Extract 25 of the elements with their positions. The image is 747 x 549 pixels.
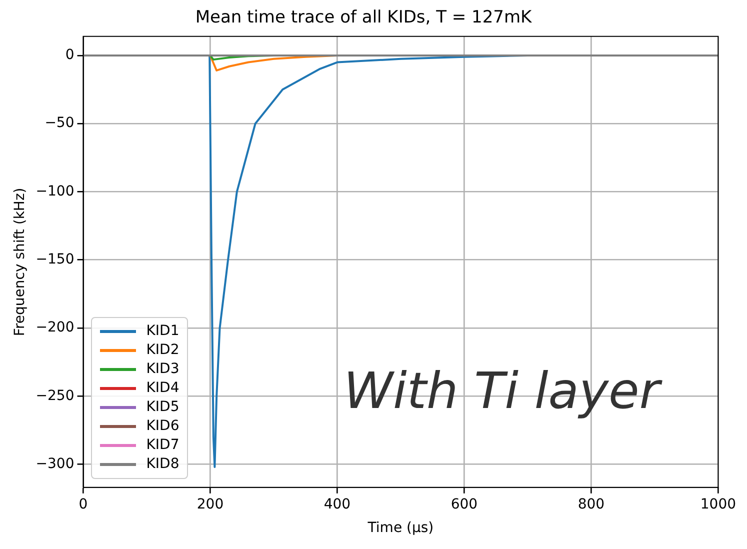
legend-label: KID4 — [146, 379, 180, 398]
x-tick-label: 1000 — [700, 496, 736, 512]
x-tick-label: 0 — [78, 496, 88, 512]
y-axis-title: Frequency shift (kHz) — [12, 188, 28, 336]
y-tick-label: −100 — [36, 183, 74, 200]
y-tick-label: −250 — [36, 388, 74, 404]
legend-label: KID1 — [146, 322, 180, 342]
y-tick-label: −300 — [36, 456, 74, 472]
chart-title: Mean time trace of all KIDs, T = 127mK — [195, 8, 533, 28]
legend-label: KID5 — [146, 398, 180, 418]
legend-label: KID6 — [146, 417, 180, 436]
y-tick-label: −200 — [36, 320, 74, 336]
y-tick-label: −50 — [44, 115, 74, 132]
legend-label: KID2 — [146, 341, 180, 360]
y-tick-label: 0 — [65, 47, 74, 64]
x-tick-label: 800 — [578, 496, 605, 512]
y-tick-label: −150 — [36, 251, 74, 268]
x-tick-label: 600 — [450, 496, 478, 512]
x-axis-title: Time (μs) — [366, 520, 434, 536]
legend-label: KID8 — [146, 455, 180, 474]
legend-label: KID3 — [146, 360, 180, 380]
x-tick-label: 400 — [324, 496, 351, 512]
annotation: With Ti layer — [344, 362, 660, 420]
legend-label: KID7 — [146, 436, 180, 456]
x-tick-label: 200 — [196, 496, 224, 512]
